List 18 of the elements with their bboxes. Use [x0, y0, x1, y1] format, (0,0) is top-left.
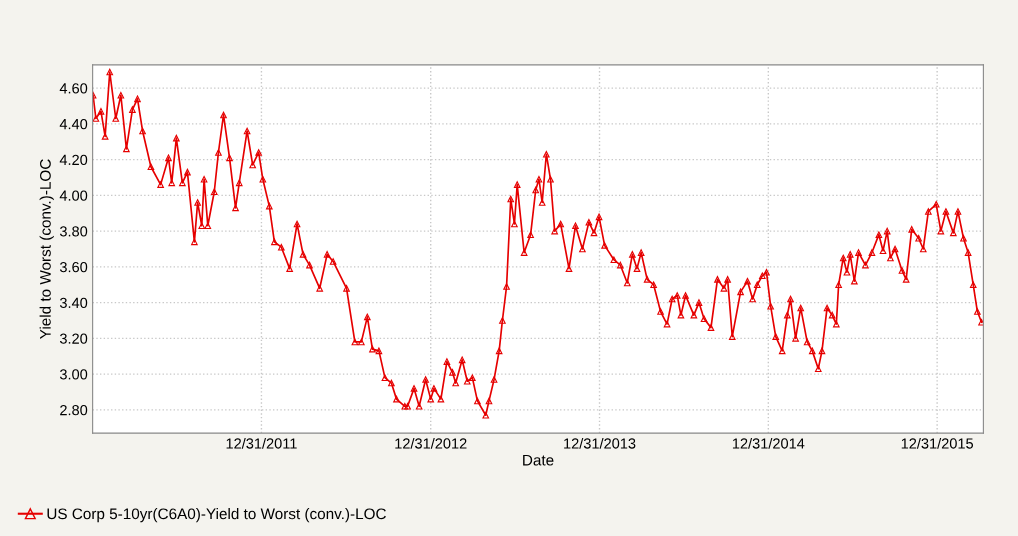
y-tick-label: 3.80 — [59, 226, 88, 237]
x-tick-label: 12/31/2012 — [395, 437, 467, 449]
x-axis-title: Date — [523, 454, 554, 466]
y-tick-label: 3.60 — [59, 261, 88, 273]
x-tick-label: 12/31/2015 — [901, 437, 974, 449]
x-tick-label: 12/31/2014 — [732, 437, 805, 449]
x-tick-label: 12/31/2011 — [226, 437, 297, 449]
y-tick-label: 3.00 — [59, 369, 88, 380]
legend-label: US Corp 5-10yr(C6A0)-Yield to Worst (conv.)-LOC — [47, 508, 386, 523]
y-tick-label: 3.40 — [59, 297, 88, 309]
y-axis-title: Yield to Worst (conv.)-LOC — [39, 159, 54, 339]
x-tick-label: 12/31/2013 — [564, 437, 636, 449]
y-tick-label: 4.40 — [59, 118, 88, 130]
y-tick-label: 4.20 — [59, 154, 88, 166]
y-tick-label: 4.00 — [59, 190, 88, 201]
y-tick-label: 3.20 — [59, 333, 88, 344]
y-tick-label: 2.80 — [60, 404, 88, 416]
y-tick-label: 4.60 — [59, 83, 88, 94]
